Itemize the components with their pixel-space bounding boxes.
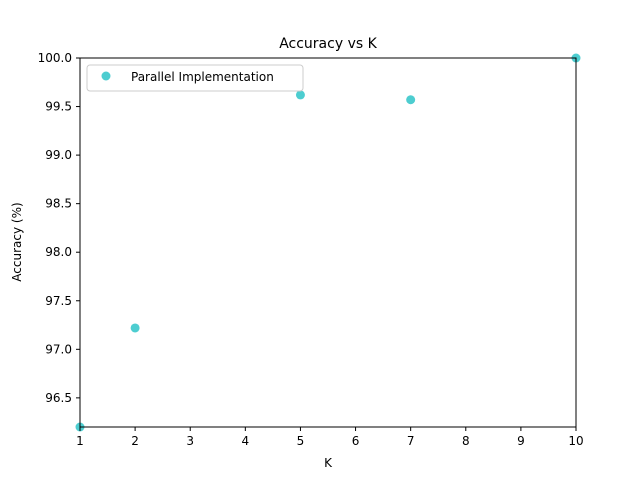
y-tick-label: 97.5 [45, 294, 72, 308]
y-axis-label: Accuracy (%) [10, 202, 24, 281]
y-tick-label: 98.0 [45, 245, 72, 259]
x-tick-label: 6 [352, 434, 360, 448]
y-tick-label: 98.5 [45, 197, 72, 211]
y-tick-label: 99.0 [45, 148, 72, 162]
x-axis: 1 2 3 4 5 6 7 8 9 10 [76, 427, 584, 448]
x-tick-label: 8 [462, 434, 470, 448]
x-tick-label: 1 [76, 434, 84, 448]
y-tick-label: 100.0 [38, 51, 72, 65]
x-tick-label: 9 [517, 434, 525, 448]
data-point [406, 95, 416, 105]
x-tick-label: 5 [297, 434, 305, 448]
legend-box [86, 64, 304, 92]
y-tick-label: 96.5 [45, 391, 72, 405]
legend-marker [101, 71, 111, 81]
chart-title: Accuracy vs K [279, 36, 377, 52]
legend-label: Parallel Implementation [131, 70, 274, 84]
y-axis: 96.5 97.0 97.5 98.0 98.5 99.0 99.5 100.0 [38, 51, 80, 405]
legend: Parallel Implementation [86, 64, 304, 92]
x-tick-label: 4 [242, 434, 250, 448]
data-point [130, 323, 140, 333]
y-tick-label: 99.5 [45, 100, 72, 114]
x-tick-label: 2 [131, 434, 139, 448]
x-tick-label: 3 [186, 434, 194, 448]
y-tick-label: 97.0 [45, 342, 72, 356]
x-tick-label: 7 [407, 434, 415, 448]
x-axis-label: K [324, 456, 333, 470]
data-point [295, 90, 305, 100]
x-tick-label: 10 [568, 434, 583, 448]
plot-area-frame [79, 57, 577, 428]
